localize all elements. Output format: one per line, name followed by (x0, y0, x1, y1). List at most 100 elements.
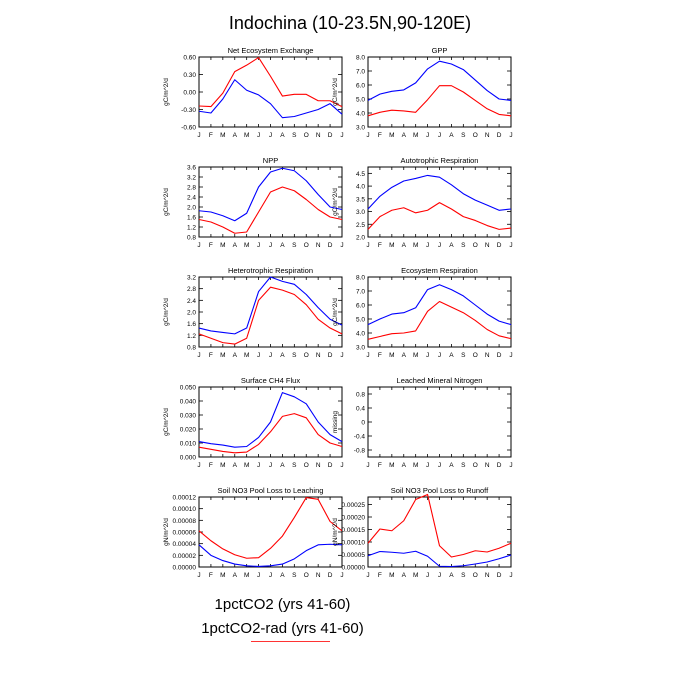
x-tick-label: F (209, 572, 213, 579)
y-tick-label: 0.00025 (342, 502, 366, 509)
x-tick-label: O (473, 572, 478, 579)
x-tick-label: M (413, 352, 418, 359)
x-tick-label: J (366, 572, 369, 579)
x-tick-label: A (402, 352, 407, 359)
x-tick-label: N (485, 242, 490, 249)
x-tick-label: F (378, 352, 382, 359)
plot-frame (367, 276, 512, 348)
x-tick-label: M (220, 352, 225, 359)
y-tick-label: 0.00004 (173, 541, 197, 548)
figure-title: Indochina (10-23.5N,90-120E) (228, 13, 472, 33)
series-line-1pctco2-rad (198, 186, 343, 234)
y-tick-label: 3.2 (187, 275, 196, 282)
y-tick-label: 2.5 (356, 222, 365, 229)
x-tick-label: A (449, 572, 454, 579)
y-tick-label: 0.00000 (342, 565, 366, 572)
y-tick-label: 0.00015 (342, 527, 366, 534)
x-tick-label: N (316, 462, 321, 469)
x-tick-label: J (269, 462, 272, 469)
x-tick-label: M (244, 462, 249, 469)
x-tick-label: J (197, 132, 200, 139)
y-axis-label: gC/m^2/d (163, 78, 170, 106)
x-tick-label: J (426, 132, 429, 139)
series-line-1pctco2-rad (367, 300, 512, 340)
x-tick-label: O (304, 462, 309, 469)
y-tick-label: 4.0 (356, 111, 365, 118)
x-tick-label: N (485, 352, 490, 359)
y-tick-label: 0 (361, 420, 365, 427)
x-tick-label: N (316, 572, 321, 579)
x-tick-label: O (304, 572, 309, 579)
y-tick-label: 0.00012 (173, 495, 197, 502)
panel-title: Surface CH4 Flux (241, 376, 300, 385)
panel-title: Ecosystem Respiration (401, 266, 478, 275)
y-tick-label: 1.2 (187, 333, 196, 340)
y-tick-label: 0.8 (187, 235, 196, 242)
series-line-1pctco2 (367, 550, 512, 568)
y-tick-label: 0.000 (180, 455, 197, 462)
x-tick-label: J (197, 572, 200, 579)
y-tick-label: -0.8 (354, 448, 366, 455)
series-line-1pctco2-rad (198, 413, 343, 454)
panel-title: Net Ecosystem Exchange (228, 46, 314, 55)
x-tick-label: S (292, 462, 297, 469)
x-tick-label: M (389, 572, 394, 579)
x-tick-label: M (220, 572, 225, 579)
x-tick-label: O (304, 352, 309, 359)
x-tick-label: F (209, 242, 213, 249)
x-tick-label: J (438, 462, 441, 469)
x-tick-label: M (389, 462, 394, 469)
legend-swatch-1pctco2-rad (251, 641, 330, 642)
x-tick-label: J (509, 132, 512, 139)
y-tick-label: 0.050 (180, 385, 197, 392)
series-line-1pctco2 (367, 174, 512, 211)
x-tick-label: M (244, 132, 249, 139)
panel-10: Soil NO3 Pool Loss to RunoffgN/m^2/d0.00… (332, 486, 513, 579)
x-tick-label: J (366, 352, 369, 359)
x-tick-label: N (485, 572, 490, 579)
y-axis-label: missing (332, 411, 339, 433)
legend-entry-1pctco2-rad: 1pctCO2-rad (yrs 41-60) (201, 620, 364, 637)
y-tick-label: 0.010 (180, 441, 197, 448)
x-tick-label: M (413, 132, 418, 139)
x-tick-label: J (509, 462, 512, 469)
x-tick-label: D (328, 132, 333, 139)
x-tick-label: M (389, 352, 394, 359)
x-tick-label: O (304, 132, 309, 139)
y-tick-label: 6.0 (356, 83, 365, 90)
x-tick-label: J (269, 572, 272, 579)
x-tick-label: D (328, 352, 333, 359)
y-tick-label: 2.0 (356, 235, 365, 242)
x-tick-label: F (378, 132, 382, 139)
x-tick-label: A (402, 132, 407, 139)
y-tick-label: -0.60 (181, 125, 196, 132)
y-tick-label: 0.60 (183, 55, 196, 62)
x-tick-label: M (220, 132, 225, 139)
x-tick-label: A (233, 242, 238, 249)
y-tick-label: 5.0 (356, 97, 365, 104)
x-tick-label: A (280, 572, 285, 579)
panel-4: Autotrophic Respiration gC/m^2/d 4.5 4.0 3.5… (332, 156, 513, 249)
x-tick-label: J (197, 352, 200, 359)
y-tick-label: -0.4 (354, 434, 366, 441)
x-tick-label: J (340, 572, 343, 579)
series-line-1pctco2-rad (198, 286, 343, 345)
x-tick-label: S (461, 572, 466, 579)
x-tick-label: D (497, 242, 502, 249)
y-tick-label: 1.6 (187, 215, 196, 222)
x-tick-label: F (209, 132, 213, 139)
x-tick-label: J (269, 352, 272, 359)
x-tick-label: J (509, 352, 512, 359)
panel-title: GPP (432, 46, 448, 55)
x-tick-label: J (438, 572, 441, 579)
x-tick-label: A (402, 462, 407, 469)
y-tick-label: 0.00 (183, 90, 196, 97)
x-tick-label: J (509, 242, 512, 249)
y-tick-label: 0.020 (180, 427, 197, 434)
y-tick-label: 0.30 (183, 72, 196, 79)
y-axis-label: gN/m^2/d (332, 518, 339, 546)
x-tick-label: D (328, 462, 333, 469)
x-tick-label: J (257, 572, 260, 579)
x-tick-label: D (497, 132, 502, 139)
